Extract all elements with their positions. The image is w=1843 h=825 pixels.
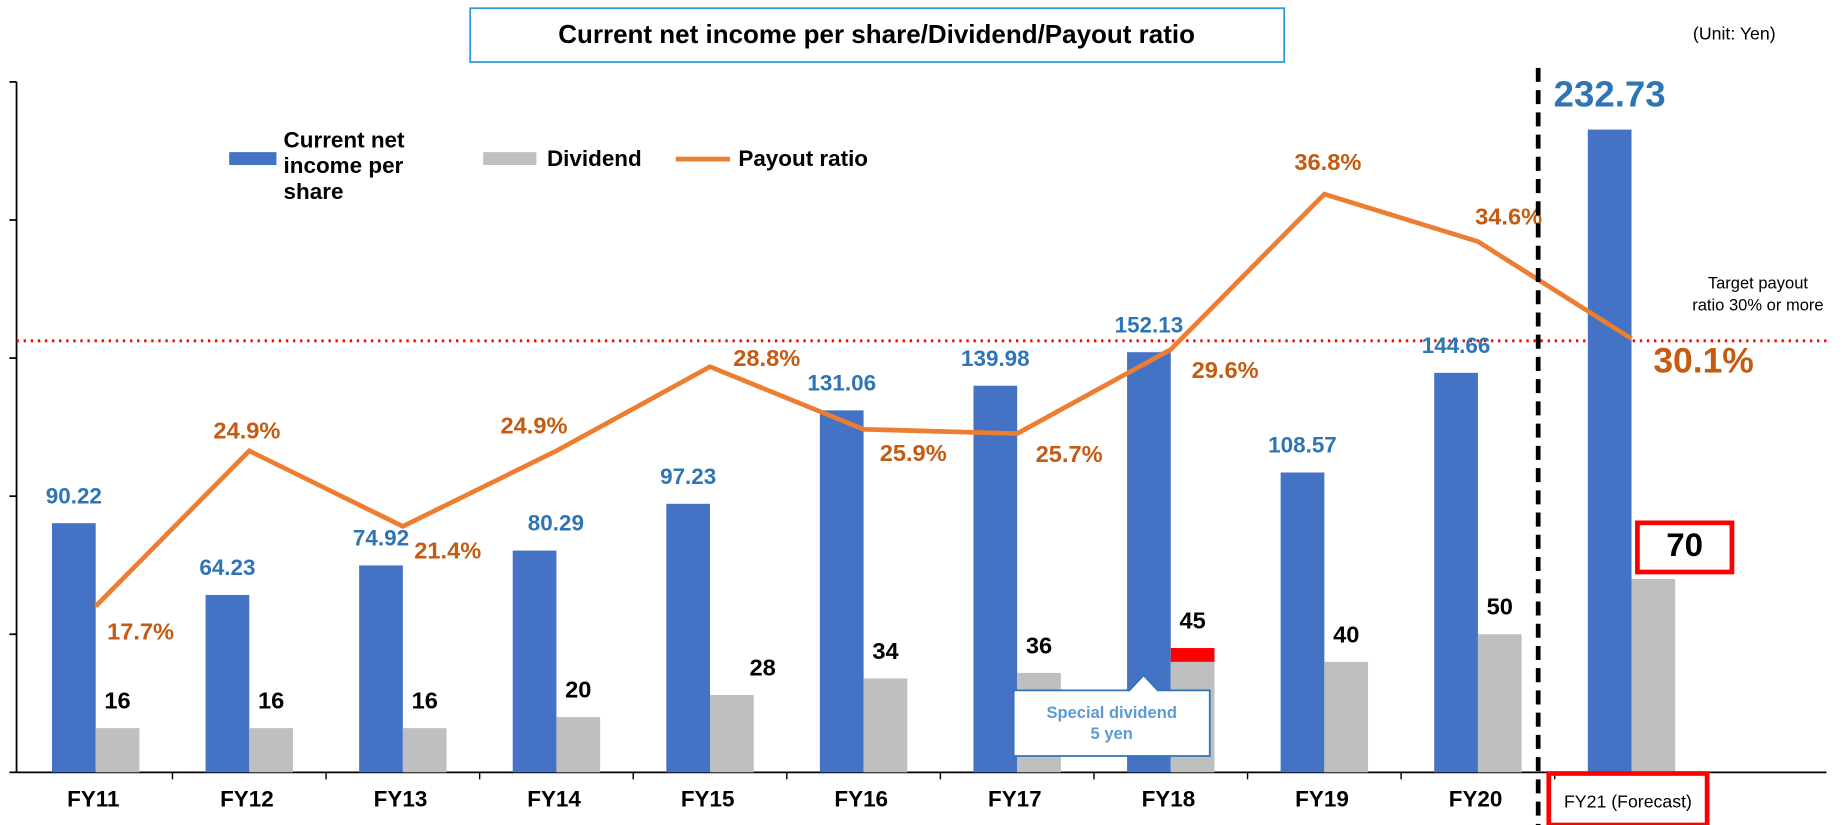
forecast-dividend-box <box>1635 520 1735 575</box>
x-tick-label: FY11 <box>67 786 119 811</box>
payout-line <box>94 191 1633 608</box>
x-tick-label: FY17 <box>988 786 1042 811</box>
x-tick-label: FY20 <box>1449 786 1503 811</box>
dividend-bar <box>249 728 293 773</box>
income-bar <box>1587 129 1632 773</box>
payout-label: 28.8% <box>733 345 800 371</box>
payout-label: 21.4% <box>414 537 481 563</box>
unit-note: (Unit: Yen) <box>1693 24 1776 44</box>
x-tick-label: FY14 <box>527 786 581 811</box>
dividend-label: 45 <box>1179 608 1205 634</box>
dividend-bar <box>1477 634 1522 773</box>
payout-label: 25.9% <box>880 440 947 466</box>
income-bar <box>819 410 864 773</box>
income-bar <box>205 594 250 773</box>
dividend-bar <box>710 695 754 773</box>
payout-label: 24.9% <box>501 413 568 439</box>
income-label: 97.23 <box>660 464 716 489</box>
dividend-bar <box>95 728 140 773</box>
payout-label: 17.7% <box>107 618 174 644</box>
legend-label: Dividend <box>547 146 642 171</box>
legend-swatch <box>229 152 277 165</box>
dividend-label: 34 <box>872 638 898 664</box>
legend-label: Payout ratio <box>738 146 868 171</box>
legend-label: Current net income per share <box>283 128 405 205</box>
dividend-label: 50 <box>1487 594 1513 620</box>
income-label: 64.23 <box>199 555 255 580</box>
dividend-label: 16 <box>258 688 284 714</box>
income-bar <box>512 550 557 773</box>
x-tick-label: FY19 <box>1295 786 1349 811</box>
dividend-bar <box>556 717 601 773</box>
legend-swatch <box>483 152 537 165</box>
payout-label: 24.9% <box>213 417 280 443</box>
income-label: 131.06 <box>807 371 876 396</box>
special-dividend-bar <box>1170 648 1215 662</box>
income-label: 74.92 <box>353 526 409 551</box>
legend-label-wrap: Current net income per share <box>283 128 405 205</box>
title-box <box>469 7 1286 63</box>
x-tick-label: FY12 <box>220 786 274 811</box>
payout-label: 25.7% <box>1036 441 1103 467</box>
target-label: Target payout ratio 30% or more <box>1692 275 1823 315</box>
income-label: 80.29 <box>528 511 584 536</box>
dividend-label: 28 <box>749 655 775 681</box>
income-bar <box>1280 472 1325 773</box>
income-bar <box>666 503 711 773</box>
income-bar <box>973 385 1018 773</box>
chart-title: Current net income per share/Dividend/Pa… <box>558 21 1195 49</box>
payout-label: 36.8% <box>1294 149 1361 175</box>
x-tick-label: FY15 <box>681 786 735 811</box>
callout-box <box>1012 673 1211 757</box>
payout-label: 30.1% <box>1653 342 1753 381</box>
payout-label: 29.6% <box>1192 357 1259 383</box>
dividend-bar <box>863 678 908 773</box>
dividend-label: 20 <box>565 677 591 703</box>
income-label: 232.73 <box>1554 74 1666 115</box>
income-label: 90.22 <box>46 483 102 508</box>
x-tick-label: FY16 <box>834 786 888 811</box>
dividend-label: 16 <box>412 688 438 714</box>
x-tick-label: FY13 <box>374 786 428 811</box>
dividend-bar <box>402 728 447 773</box>
income-bar <box>359 565 403 773</box>
x-tick-label: FY18 <box>1142 786 1196 811</box>
dividend-label: 36 <box>1026 632 1052 658</box>
income-label: 152.13 <box>1115 312 1184 337</box>
income-bar <box>1434 372 1478 773</box>
special-dividend-label: Special dividend 5 yen <box>1046 704 1176 743</box>
dividend-label: 70 <box>1666 526 1703 563</box>
dividend-label: 40 <box>1333 621 1359 647</box>
dividend-label: 16 <box>104 688 130 714</box>
dividend-bar <box>1631 579 1676 773</box>
income-label: 139.98 <box>961 346 1030 371</box>
dividend-bar <box>1324 661 1369 773</box>
income-label: 144.66 <box>1422 333 1491 358</box>
income-label: 108.57 <box>1268 433 1337 458</box>
payout-label: 34.6% <box>1475 203 1542 229</box>
income-bar <box>51 523 96 773</box>
x-tick-label: FY21 (Forecast) <box>1564 791 1692 811</box>
